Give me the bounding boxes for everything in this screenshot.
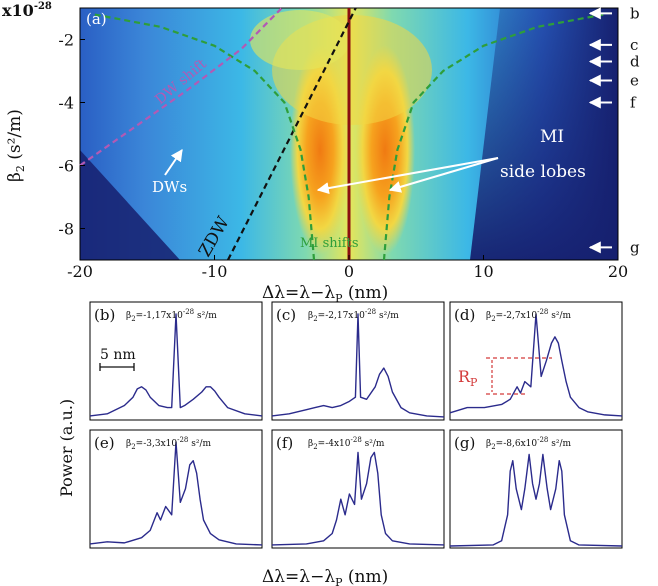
beta2-arrow-label: c [630,36,638,54]
spectrum-line [89,441,263,546]
spectrum-panel-f: (f) β2=-4x10-28 s²/m [271,429,445,549]
y-tick-label: -8 [58,220,74,239]
power-axis-title: Power (a.u.) [57,399,76,497]
dws-arrow [164,149,183,176]
beta2-arrow-label: f [630,94,637,112]
beta2-caption: β2=-8,6x10-28 s²/m [486,436,572,451]
spectrum-line [449,313,623,417]
y-multiplier: x10-28 [2,1,52,20]
x-tick-label: -20 [67,262,93,281]
beta2-caption: β2=-2,7x10-28 s²/m [486,308,572,323]
beta2-caption: β2=-3,3x10-28 s²/m [126,436,212,451]
beta2-caption: β2=-1,17x10-28 s²/m [126,308,217,323]
beta2-arrow-label: e [630,71,639,89]
spectrum-line [271,451,445,546]
mi-arrow-right [388,157,499,193]
spectrum-frame [449,429,623,549]
dws-label: DWs [152,178,187,196]
x-tick-label: 20 [608,262,628,281]
x-tick-label: 10 [473,262,493,281]
spectrum-panel-label: (c) [276,306,296,324]
y-tick-label: -6 [58,157,74,176]
spectra-panels: (b) β2=-1,17x10-28 s²/m (c) β2=-2,17x10-28 … [89,301,623,549]
y-tick-label: -2 [58,31,74,50]
line-mi-shifts [93,13,316,261]
x-tick-label: 0 [344,262,354,281]
panel-label-a: (a) [86,10,107,28]
line-dw-shift [79,7,283,167]
spectrum-panel-e: (e) β2=-3,3x10-28 s²/m [89,429,263,549]
spectrum-line [271,313,445,418]
spectrum-panel-label: (b) [94,306,115,324]
y-tick-label: -4 [58,94,74,113]
mi-shifts-label: MI shifts [300,236,359,251]
spectrum-panel-g: (g) β2=-8,6x10-28 s²/m [449,429,623,549]
spectrum-panel-label: (e) [94,434,115,452]
rp-label: RP [458,367,478,389]
beta2-caption: β2=-2,17x10-28 s²/m [308,308,399,323]
spectrum-panel-label: (d) [454,306,475,324]
spectrum-line [89,313,263,417]
spectrum-line [449,453,623,547]
x-axis-title-bottom: Δλ=λ−λP (nm) [262,567,388,586]
spectrum-panel-label: (f) [276,434,293,452]
mi-arrow-left [316,157,499,195]
y-axis-title: β2 (s²/m) [5,109,27,182]
spectrum-panel-d: (d) β2=-2,7x10-28 s²/m [449,301,623,421]
rp-indicator: RP [458,357,552,395]
beta2-arrow-label: b [630,4,640,22]
beta2-arrow-label: d [630,53,640,71]
beta2-caption: β2=-4x10-28 s²/m [308,436,385,451]
x-axis-title-top: Δλ=λ−λP (nm) [262,283,388,305]
spectrum-panel-b: (b) β2=-1,17x10-28 s²/m [89,301,263,421]
heatmap-lines [79,7,605,261]
heatmap-axes: -20 -10 0 10 20 -2 -4 -6 -8 [58,31,628,282]
mi-side-lobes-label-1: MI [540,127,564,147]
spectrum-panel-label: (g) [454,434,475,452]
mi-side-lobes-label-2: side lobes [500,162,586,182]
spectrum-panel-c: (c) β2=-2,17x10-28 s²/m [271,301,445,421]
scale-bar-label: 5 nm [100,347,136,363]
line-zdw [226,7,357,261]
x-tick-label: -10 [202,262,228,281]
spectrum-frame [271,429,445,549]
beta2-arrow-label: g [630,238,640,256]
